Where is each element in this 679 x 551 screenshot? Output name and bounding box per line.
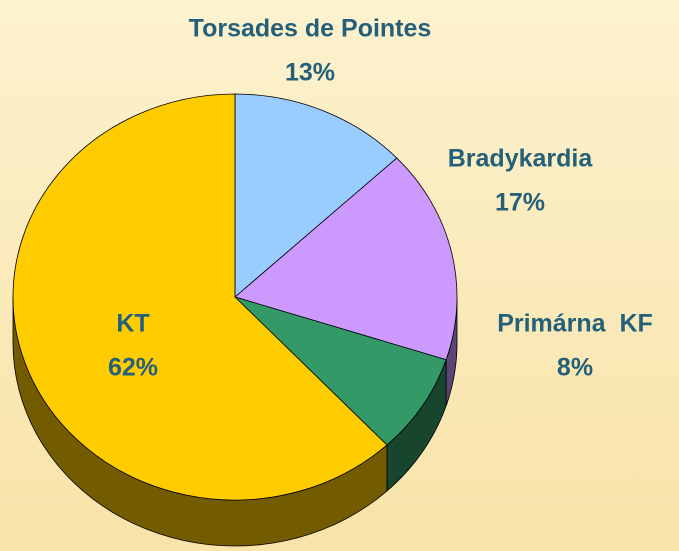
slice-label: Torsades de Pointes [189,15,432,43]
slice-value-label: 62% [108,354,158,382]
pie-slice [12,93,388,501]
slice-value-label: 8% [557,354,593,382]
pie-slice [234,157,458,361]
slice-label: KT [116,310,149,338]
pie-tops [12,93,458,501]
slice-label: Bradykardia [448,145,594,173]
labels: Torsades de Pointes 13% Bradykardia 17% Prim… [108,15,653,382]
slice-label: Primárna KF [497,310,653,338]
pie-slice [234,93,398,298]
slice-value-label: 17% [495,189,545,217]
pie-slice [234,296,447,446]
slice-value-label: 13% [285,59,335,87]
